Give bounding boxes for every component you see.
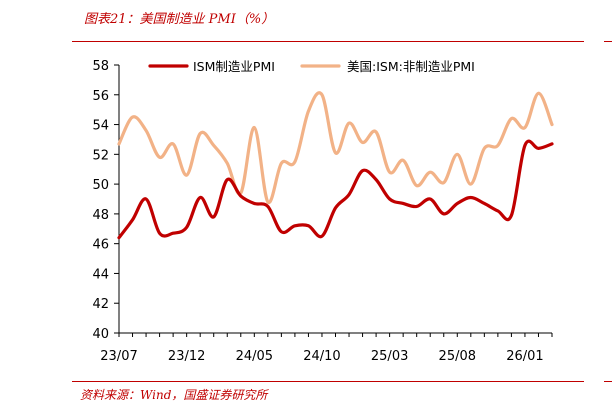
source-note: 资料来源：Wind，国盛证券研究所 <box>80 388 268 402</box>
x-tick-label: 25/08 <box>439 349 476 364</box>
y-tick-label: 48 <box>92 208 109 223</box>
source-rule-stub <box>604 381 612 382</box>
chart-axes <box>118 65 552 334</box>
title-rule <box>72 41 584 42</box>
y-tick-label: 58 <box>92 59 109 74</box>
series-line-2 <box>117 91 554 204</box>
series-line-1 <box>117 139 554 240</box>
x-tick-label: 24/10 <box>303 349 340 364</box>
x-axis-ticks: 23/07 23/12 24/05 24/10 25/03 25/08 26/01 <box>100 333 553 364</box>
x-tick-label: 23/12 <box>168 349 205 364</box>
legend-label-1: ISM制造业PMI <box>193 59 275 74</box>
y-tick-label: 42 <box>92 297 109 312</box>
y-axis-ticks: 40 42 44 46 48 50 52 54 56 58 <box>92 59 119 342</box>
x-tick-label: 23/07 <box>100 349 137 364</box>
figure-title: 图表21：美国制造业 PMI（%） <box>84 12 275 27</box>
y-tick-label: 44 <box>92 267 109 282</box>
y-tick-label: 40 <box>92 327 109 342</box>
chart-legend: ISM制造业PMI 美国:ISM:非制造业PMI <box>148 59 475 74</box>
legend-label-2: 美国:ISM:非制造业PMI <box>347 59 475 74</box>
series-lines <box>117 91 554 240</box>
y-tick-label: 56 <box>92 89 109 104</box>
y-tick-label: 46 <box>92 238 109 253</box>
x-tick-label: 25/03 <box>371 349 408 364</box>
y-tick-label: 54 <box>92 119 109 134</box>
title-rule-stub <box>604 41 612 42</box>
y-tick-label: 50 <box>92 178 109 193</box>
x-tick-label: 26/01 <box>506 349 543 364</box>
x-tick-label: 24/05 <box>236 349 273 364</box>
source-rule <box>72 381 584 382</box>
y-tick-label: 52 <box>92 148 109 163</box>
